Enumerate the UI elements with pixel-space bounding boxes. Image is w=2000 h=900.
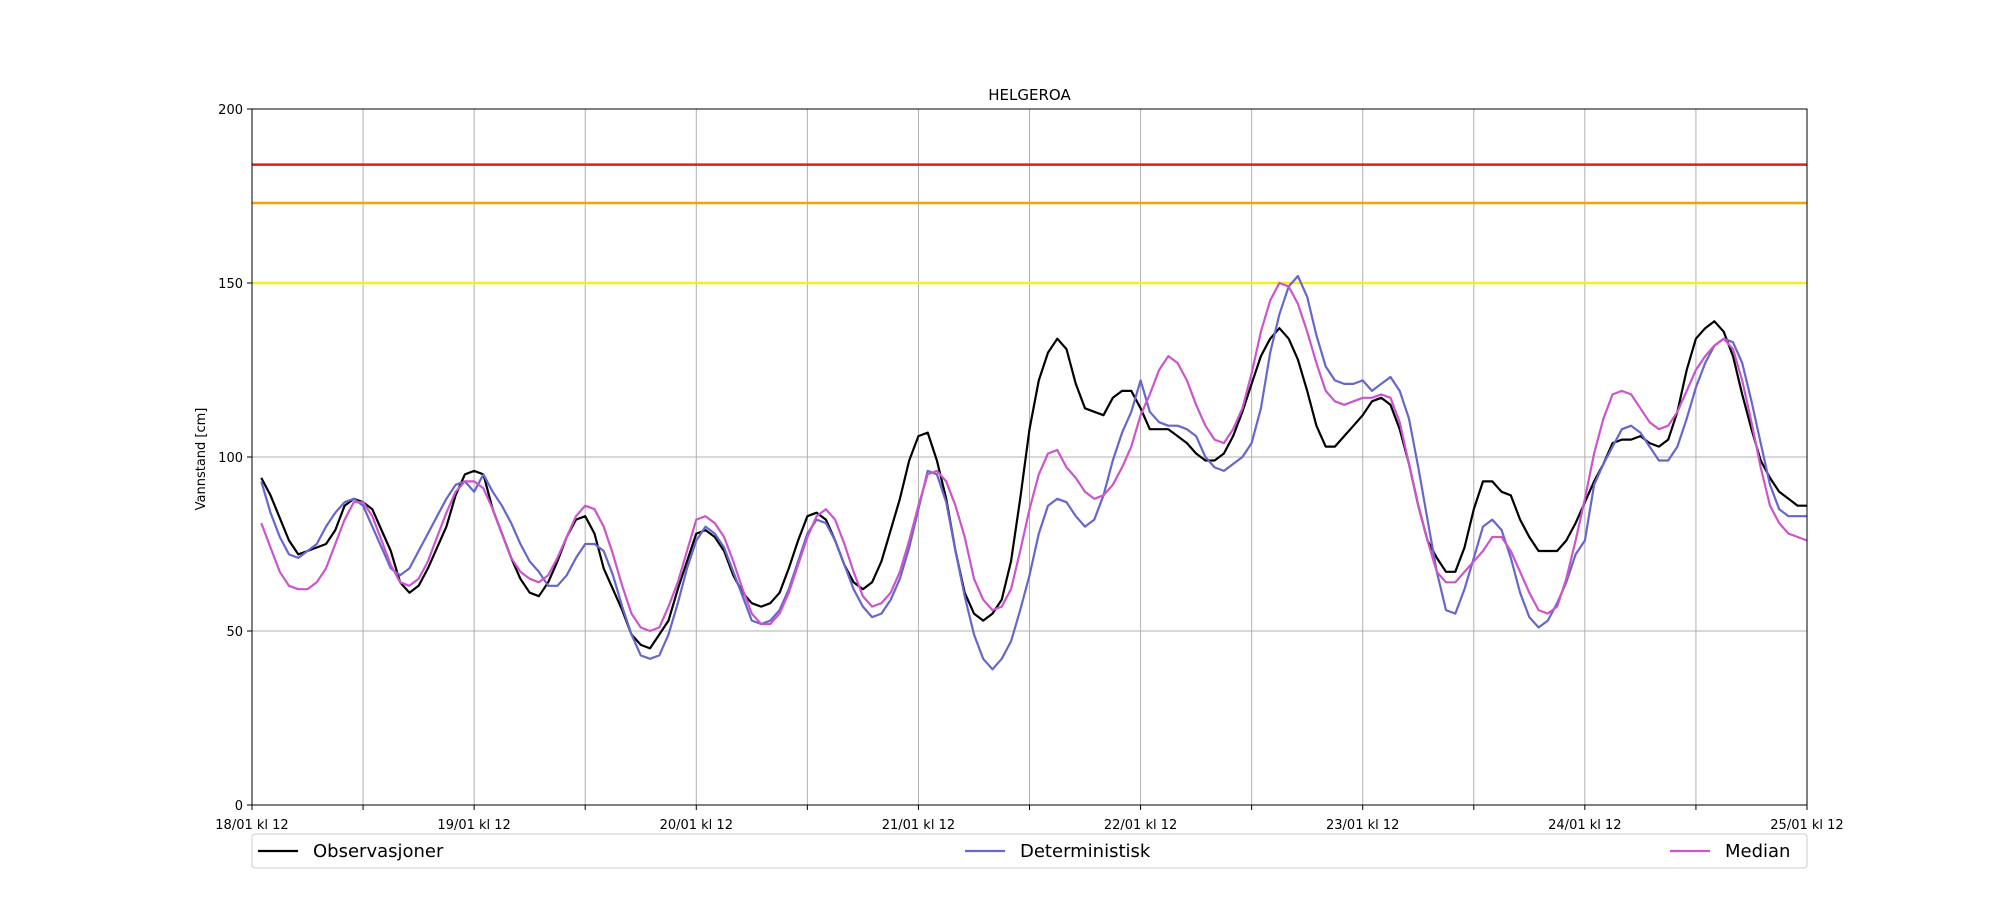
x-tick-label: 20/01 kl 12 bbox=[660, 818, 733, 833]
y-tick-label: 200 bbox=[218, 103, 243, 118]
x-tick-label: 22/01 kl 12 bbox=[1104, 818, 1177, 833]
legend-label: Observasjoner bbox=[313, 841, 444, 862]
x-tick-label: 25/01 kl 12 bbox=[1770, 818, 1843, 833]
x-ticks: 18/01 kl 12 19/01 kl 12 20/01 kl 12 21/01 k… bbox=[215, 805, 1844, 833]
threshold-lines bbox=[252, 163, 1807, 285]
legend-label: Median bbox=[1725, 841, 1790, 862]
y-axis-label: Vannstand [cm] bbox=[194, 408, 209, 511]
x-tick-label: 24/01 kl 12 bbox=[1548, 818, 1621, 833]
legend-box bbox=[251, 833, 1808, 869]
chart-title: HELGEROA bbox=[988, 86, 1071, 104]
series-line bbox=[260, 320, 1807, 650]
legend-label: Deterministisk bbox=[1020, 841, 1151, 862]
series-line bbox=[260, 274, 1807, 671]
series-line bbox=[260, 281, 1808, 633]
x-tick-label: 19/01 kl 12 bbox=[437, 818, 510, 833]
series-lines bbox=[260, 274, 1808, 671]
y-ticks: 0 50 100 150 200 bbox=[218, 103, 252, 814]
y-tick-label: 50 bbox=[226, 625, 243, 640]
grid bbox=[252, 109, 1807, 805]
x-tick-label: 23/01 kl 12 bbox=[1326, 818, 1399, 833]
x-tick-label: 21/01 kl 12 bbox=[882, 818, 955, 833]
legend: Observasjoner Deterministisk Median bbox=[251, 833, 1808, 869]
y-tick-label: 0 bbox=[235, 799, 243, 814]
y-tick-label: 150 bbox=[218, 277, 243, 292]
y-tick-label: 100 bbox=[218, 451, 243, 466]
x-tick-label: 18/01 kl 12 bbox=[215, 818, 288, 833]
